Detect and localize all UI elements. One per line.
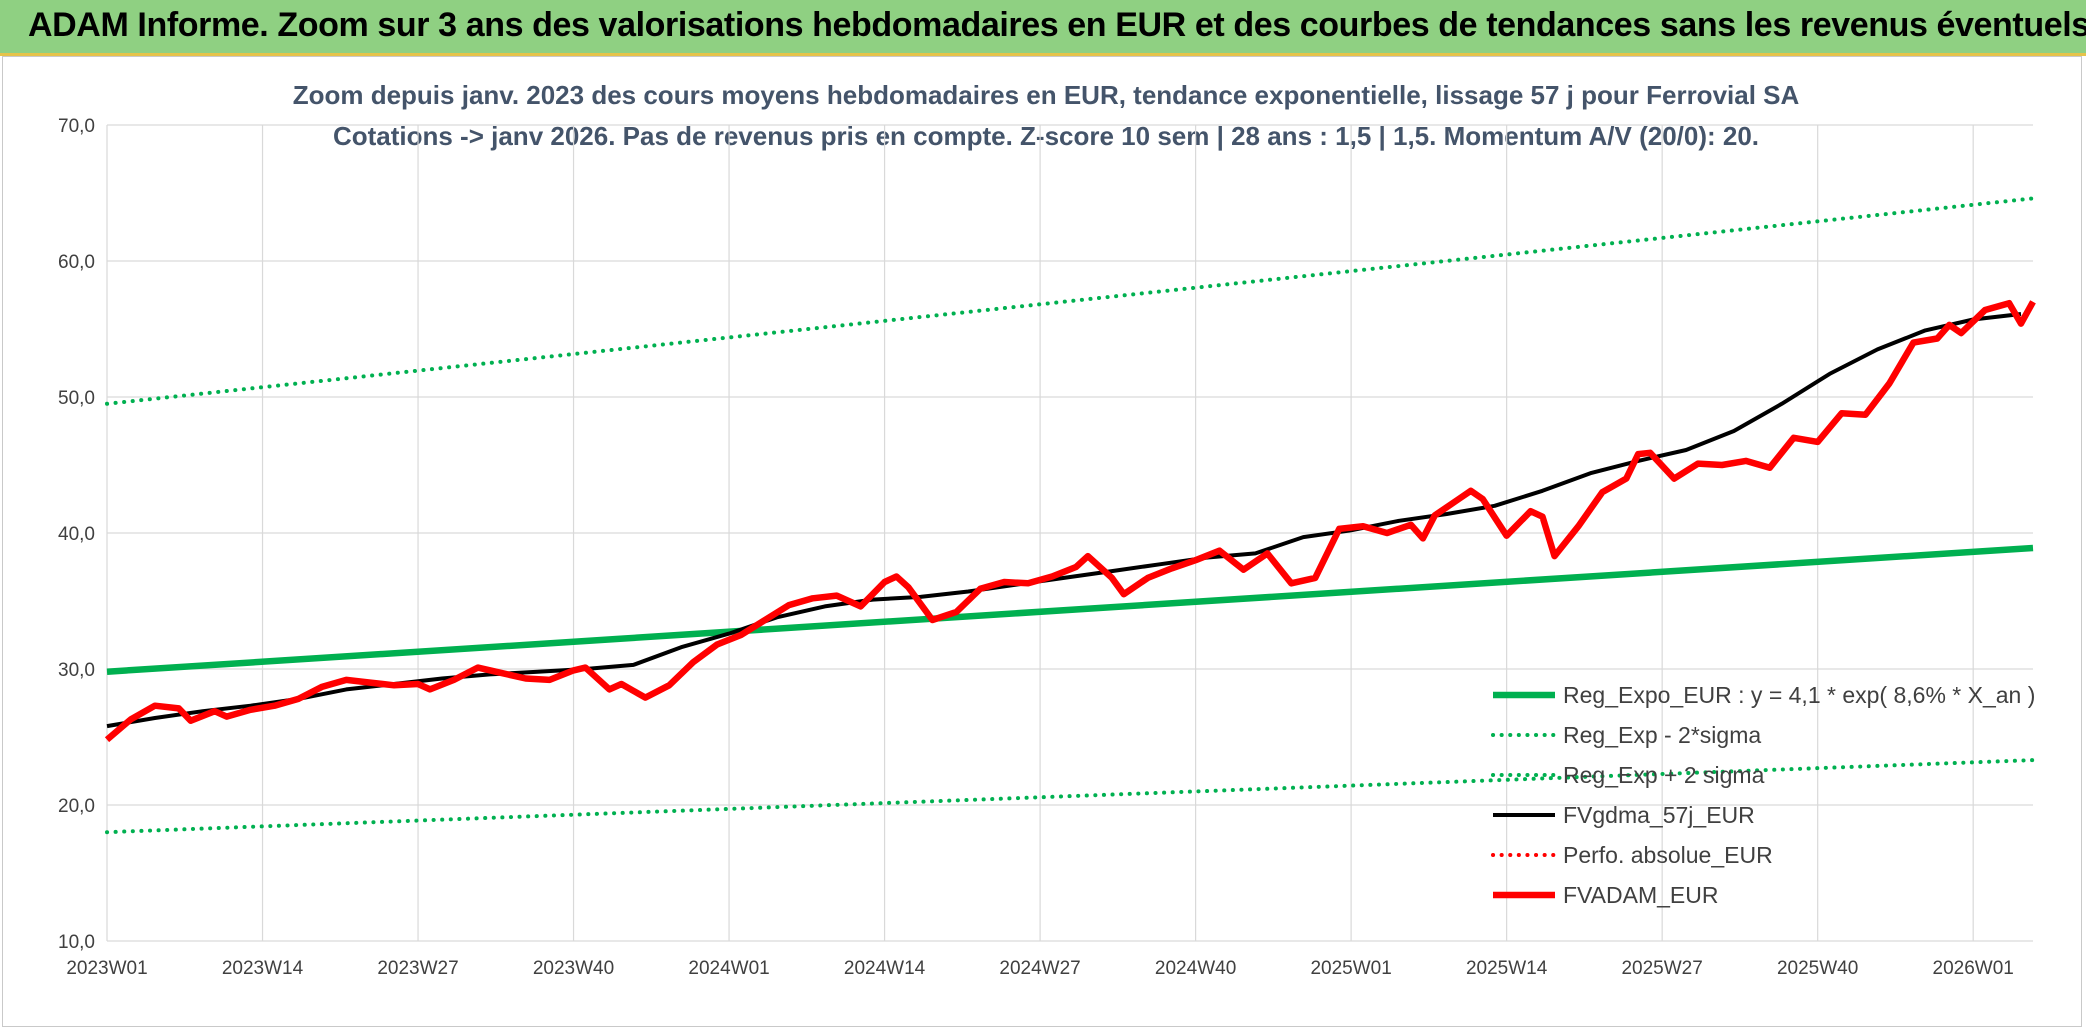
legend-label: Reg_Exp - 2*sigma [1563, 722, 1761, 748]
chart-svg: Zoom depuis janv. 2023 des cours moyens … [58, 80, 2036, 979]
y-tick-label: 40,0 [58, 524, 95, 545]
legend-label: Reg_Exp + 2 sigma [1563, 762, 1765, 788]
y-tick-label: 30,0 [58, 660, 95, 681]
x-tick-label: 2025W14 [1466, 958, 1548, 979]
y-tick-label: 50,0 [58, 388, 95, 409]
chart-title: Zoom depuis janv. 2023 des cours moyens … [293, 80, 1800, 110]
y-axis: 10,0 20,0 30,0 40,0 50,0 60,0 70,0 [58, 116, 95, 953]
legend-label: FVgdma_57j_EUR [1563, 802, 1755, 828]
x-tick-label: 2023W27 [377, 958, 458, 979]
legend-label: Reg_Expo_EUR : y = 4,1 * exp( 8,6% * X_a… [1563, 682, 2035, 708]
legend: Reg_Expo_EUR : y = 4,1 * exp( 8,6% * X_a… [1491, 682, 2035, 908]
series-lines [104, 196, 2036, 835]
legend-label: Perfo. absolue_EUR [1563, 842, 1773, 868]
x-tick-label: 2025W40 [1777, 958, 1858, 979]
x-tick-label: 2025W01 [1310, 958, 1391, 979]
x-tick-label: 2024W14 [844, 958, 926, 979]
series-line-1 [105, 758, 2035, 835]
x-tick-label: 2023W40 [533, 958, 614, 979]
x-tick-label: 2024W40 [1155, 958, 1236, 979]
x-tick-label: 2026W01 [1933, 958, 2014, 979]
y-tick-label: 70,0 [58, 116, 95, 137]
x-tick-label: 2023W14 [222, 958, 304, 979]
series-line-2 [105, 196, 2035, 406]
x-tick-label: 2024W01 [688, 958, 769, 979]
series-line-0 [106, 544, 2034, 675]
y-tick-label: 60,0 [58, 252, 95, 273]
x-tick-label: 2025W27 [1621, 958, 1702, 979]
series-line-3 [106, 312, 2022, 729]
y-tick-label: 20,0 [58, 796, 95, 817]
series-line-5 [104, 299, 2036, 743]
report-banner: ADAM Informe. Zoom sur 3 ans des valoris… [0, 0, 2086, 56]
x-tick-label: 2023W01 [66, 958, 147, 979]
legend-label: FVADAM_EUR [1563, 882, 1719, 908]
x-axis: 2023W01 2023W14 2023W27 2023W40 2024W01 2024W… [66, 958, 2014, 979]
chart-subtitle: Cotations -> janv 2026. Pas de revenus p… [333, 121, 1759, 151]
y-tick-label: 10,0 [58, 932, 95, 953]
x-tick-label: 2024W27 [999, 958, 1080, 979]
chart-frame: Zoom depuis janv. 2023 des cours moyens … [2, 56, 2082, 1027]
gridlines [106, 124, 2033, 942]
report-title: ADAM Informe. Zoom sur 3 ans des valoris… [28, 6, 2086, 44]
